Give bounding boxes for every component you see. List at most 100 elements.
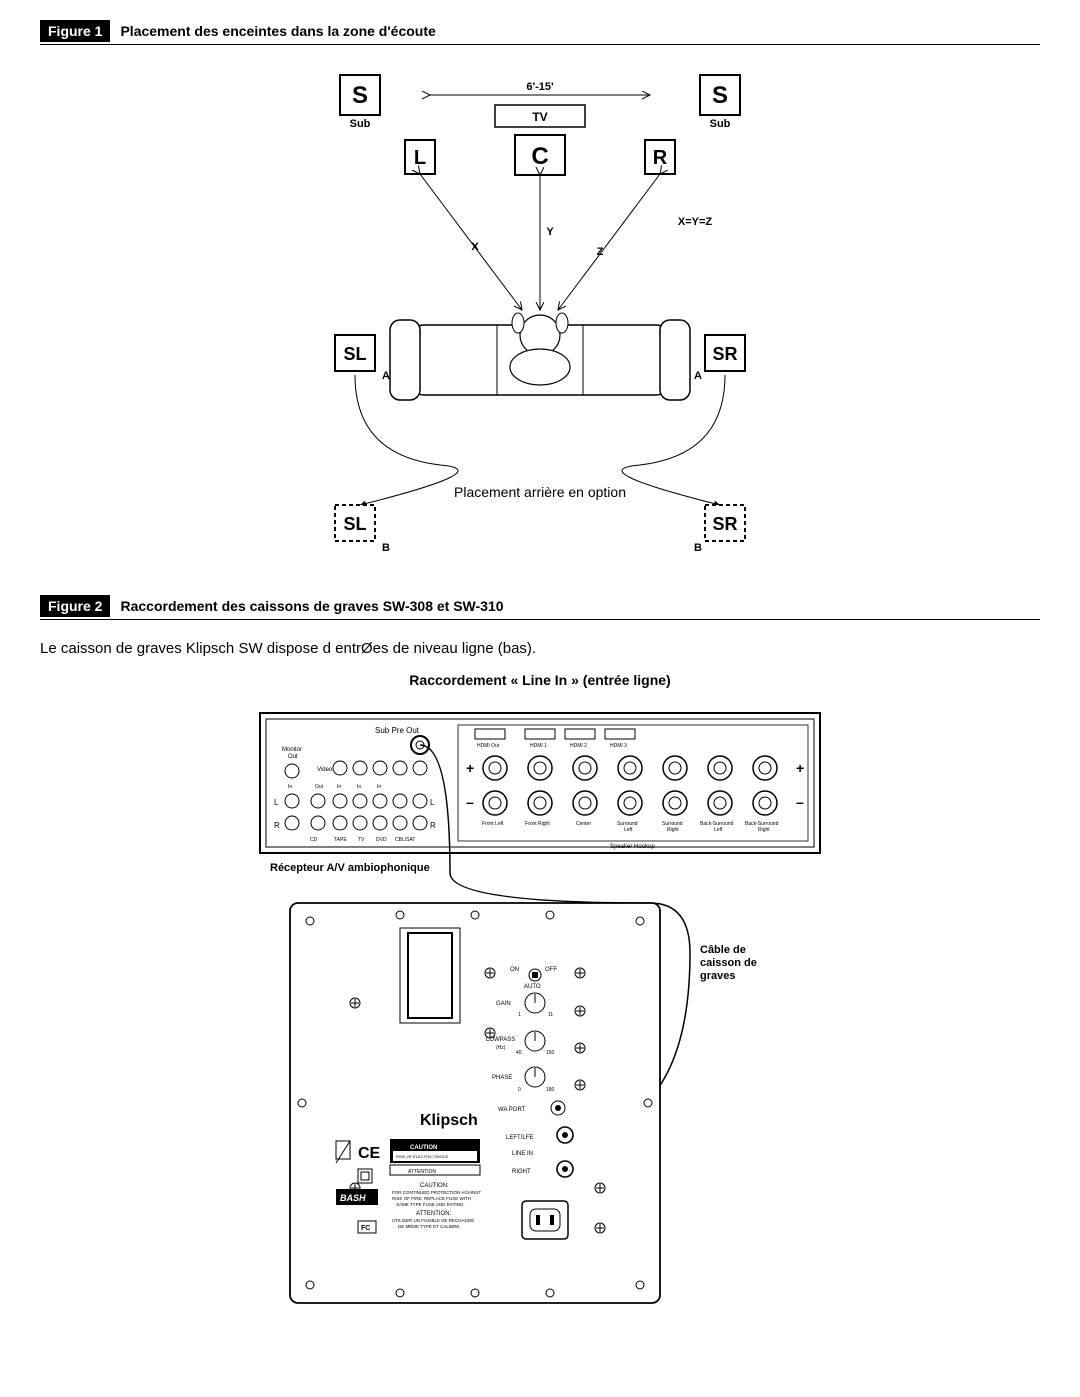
figure2-header: Figure 2 Raccordement des caissons de gr… [40,595,1040,620]
svg-text:CBL/SAT: CBL/SAT [395,837,415,843]
receiver-caption: Récepteur A/V ambiophonique [270,862,430,874]
waport-label: WA PORT [498,1107,526,1113]
svg-text:In: In [337,784,341,790]
svg-text:(Hz): (Hz) [496,1045,506,1051]
svg-text:L: L [430,798,435,807]
linein-label: LINE IN [512,1151,533,1157]
figure2-title: Raccordement des caissons de graves SW-3… [120,598,503,614]
phase-label: PHASE [492,1075,512,1081]
a-right-label: A [694,370,702,382]
figure2-subheading: Raccordement « Line In » (entrée ligne) [40,672,1040,688]
hookup-svg: Sub Pre Out Monitor Out Video In Out In … [240,703,840,1323]
svg-text:Front Left: Front Left [482,821,504,827]
svg-text:–: – [466,794,474,810]
c-label: C [531,143,548,170]
svg-text:TAPE: TAPE [334,837,347,843]
svg-text:Out: Out [288,754,298,760]
z-label: Z [597,246,604,258]
svg-text:SAME TYPE FUSE AND RATING.: SAME TYPE FUSE AND RATING. [396,1202,465,1207]
svg-text:0: 0 [518,1087,521,1093]
sr-b-label: SR [712,514,737,534]
svg-text:CAUTION: CAUTION [410,1145,437,1151]
sub-amp-panel: ON OFF AUTO GAIN 111 LOWPASS (Hz) 40150 … [290,903,660,1303]
svg-text:UTILISER UN FUSIBLE DE RECHANG: UTILISER UN FUSIBLE DE RECHANGE [392,1218,474,1223]
gain-label: GAIN [496,1001,511,1007]
svg-text:+: + [466,760,474,776]
svg-text:TV: TV [358,837,365,843]
brand-label: Klipsch [420,1112,478,1129]
svg-text:OFF: OFF [545,967,557,973]
l-label: L [414,147,426,169]
distance-label: 6'-15' [526,81,554,93]
svg-text:DVD: DVD [376,837,387,843]
s-right-label: S [712,82,728,109]
svg-text:HDMI 3: HDMI 3 [610,743,627,749]
b-right-label: B [694,542,702,554]
tv-label: TV [532,110,547,124]
svg-text:Left: Left [714,827,723,833]
rear-placement-label: Placement arrière en option [454,484,626,500]
svg-text:ON: ON [510,967,519,973]
sub-left-label: Sub [350,118,371,130]
svg-text:ATTENTION: ATTENTION [408,1169,436,1175]
sl-b-label: SL [343,514,366,534]
svg-text:R: R [430,821,436,830]
lowpass-label: LOWPASS [486,1037,515,1043]
svg-text:Center: Center [576,821,591,827]
figure1-badge: Figure 1 [40,20,110,42]
fc-label: FC [361,1225,370,1232]
cable-caption-l3: graves [700,970,735,982]
figure2-badge: Figure 2 [40,595,110,617]
r-row: R [274,821,280,830]
b-left-label: B [382,542,390,554]
svg-text:Out: Out [315,784,324,790]
svg-text:HDMI 1: HDMI 1 [530,743,547,749]
speaker-hookup-label: Speaker Hookup [610,844,655,850]
video-label: Video [317,767,333,773]
right-label: RIGHT [512,1169,531,1175]
svg-text:In: In [377,784,381,790]
x-label: X [471,241,479,253]
svg-text:RISK OF ELECTRIC SHOCK: RISK OF ELECTRIC SHOCK [396,1154,449,1159]
y-label: Y [546,226,554,238]
ce-label: CE [358,1145,381,1162]
svg-text:HDMI 2: HDMI 2 [570,743,587,749]
a-left-label: A [382,370,390,382]
svg-text:Left: Left [624,827,633,833]
svg-text:RISK OF FIRE, REPLACE FUSE WIT: RISK OF FIRE, REPLACE FUSE WITH [392,1196,471,1201]
subpreout-label: Sub Pre Out [375,726,420,735]
svg-text:Right: Right [758,827,770,833]
bash-label: BASH [340,1193,366,1203]
svg-text:DE MÊME TYPE ET CALIBRE.: DE MÊME TYPE ET CALIBRE. [398,1222,461,1229]
leftlfe-label: LEFT/LFE [506,1135,533,1141]
svg-text:In: In [288,784,292,790]
svg-text:CAUTION:: CAUTION: [420,1183,449,1189]
svg-text:HDMI Out: HDMI Out [477,743,500,749]
r-label: R [653,147,668,169]
s-left-label: S [352,82,368,109]
svg-text:1: 1 [518,1012,521,1018]
sr-a-label: SR [712,344,737,364]
speaker-placement-svg: S Sub S Sub 6'-15' TV L C R X Y Z X=Y=Z … [300,65,780,565]
svg-text:ATTENTION:: ATTENTION: [416,1211,452,1217]
svg-text:Right: Right [667,827,679,833]
svg-text:–: – [796,794,804,810]
monitorout-label: Monitor [282,747,302,753]
figure2-body-text: Le caisson de graves Klipsch SW dispose … [40,640,1040,657]
svg-text:AUTO: AUTO [524,984,541,990]
svg-text:180: 180 [546,1087,555,1093]
l-row: L [274,798,279,807]
figure1-diagram: S Sub S Sub 6'-15' TV L C R X Y Z X=Y=Z … [40,65,1040,565]
figure2-diagram: Sub Pre Out Monitor Out Video In Out In … [240,703,840,1326]
svg-text:11: 11 [548,1012,553,1018]
sl-a-label: SL [343,344,366,364]
figure1-header: Figure 1 Placement des enceintes dans la… [40,20,1040,45]
svg-text:150: 150 [546,1050,555,1056]
cable-caption-l1: Câble de [700,944,746,956]
cable-caption-l2: caisson de [700,957,757,969]
xyz-eq-label: X=Y=Z [678,216,713,228]
svg-text:In: In [357,784,361,790]
svg-text:CD: CD [310,837,318,843]
svg-text:FOR CONTINUED PROTECTION AGAIN: FOR CONTINUED PROTECTION AGAINST [392,1190,481,1195]
sub-right-label: Sub [710,118,731,130]
